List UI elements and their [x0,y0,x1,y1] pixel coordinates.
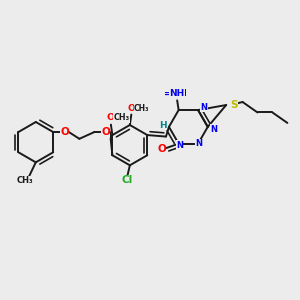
Text: CH₃: CH₃ [17,176,34,185]
Text: N: N [200,103,208,112]
Text: N: N [195,139,202,148]
Text: N: N [176,141,183,150]
Text: CH₃: CH₃ [113,113,129,122]
Text: CH₃: CH₃ [134,104,149,113]
Text: N: N [210,124,217,134]
Text: O: O [128,104,135,113]
Text: O: O [157,144,166,154]
Text: O: O [60,127,69,137]
Text: O: O [106,113,114,122]
Text: Cl: Cl [121,175,133,185]
Text: S: S [230,100,237,110]
Text: =NH: =NH [164,89,187,98]
Text: O: O [101,127,110,137]
Text: NH: NH [169,89,185,98]
Text: H: H [159,121,167,130]
